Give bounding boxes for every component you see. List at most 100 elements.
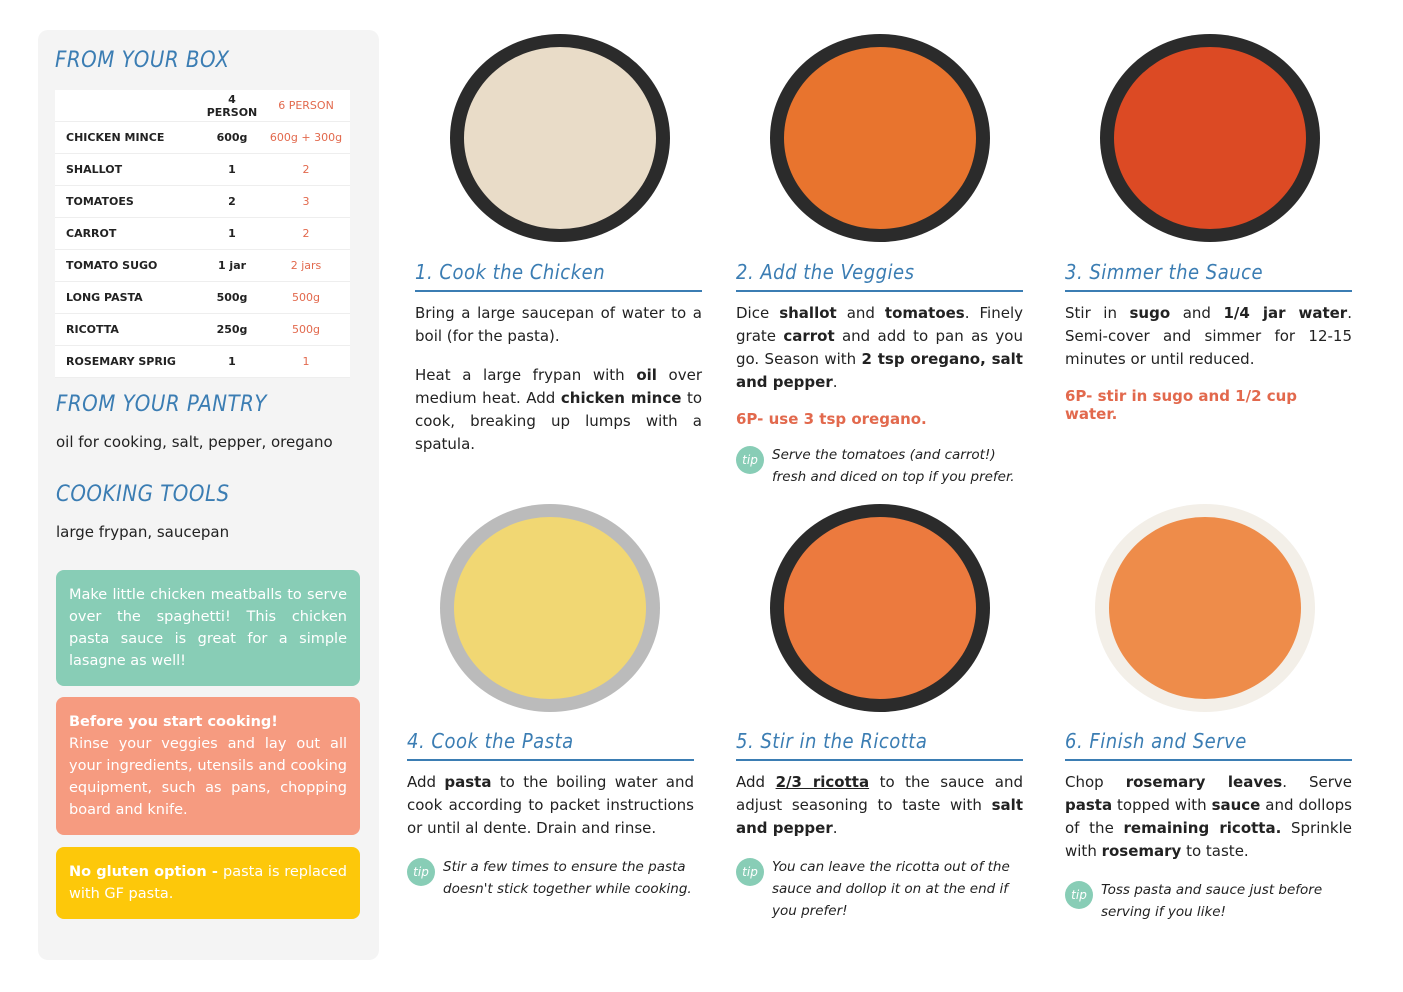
table-row: ROSEMARY SPRIG 1 1 [55, 345, 350, 378]
table-cell: 1 [202, 153, 262, 186]
table-row: TOMATO SUGO 1 jar 2 jars [55, 249, 350, 282]
table-cell: 500g [262, 313, 350, 346]
text-run: oil [636, 366, 657, 384]
table-row: SHALLOT 1 2 [55, 153, 350, 186]
table-row: LONG PASTA 500g 500g [55, 281, 350, 314]
sidebar: FROM YOUR BOX 4 PERSON 6 PERSON CHICKEN MI… [38, 30, 379, 960]
section-title: FROM YOUR BOX [55, 48, 230, 73]
tip-badge: tip [1065, 881, 1093, 909]
tip: tip Stir a few times to ensure the pasta … [407, 856, 694, 900]
photo [450, 34, 670, 242]
text-run: chicken mince [560, 389, 682, 407]
text-run: and dollops of the [1065, 796, 1352, 837]
text-run: salt and pepper [736, 796, 1023, 837]
text-run: Dice [736, 304, 780, 322]
table-header: 4 PERSON 6 PERSON [55, 90, 350, 122]
text-run: and [836, 304, 885, 322]
step-text: Heat a large frypan with oil over medium… [415, 364, 702, 456]
tip-text: Stir a few times to ensure the pasta doe… [443, 859, 692, 897]
table-cell: 2 [262, 217, 350, 250]
tip-badge: tip [736, 858, 764, 886]
table-cell: 250g [202, 313, 262, 346]
photo [440, 504, 660, 712]
table-cell: ROSEMARY SPRIG [55, 345, 202, 378]
text-run: to cook, breaking up lumps with a spatul… [415, 389, 702, 453]
pantry-text: oil for cooking, salt, pepper, oregano [56, 433, 333, 451]
note-text: Make little chicken meatballs to serve o… [69, 587, 347, 669]
step-text: Add 2/3 ricotta to the sauce and adjust … [736, 771, 1023, 840]
table-cell: LONG PASTA [55, 281, 202, 314]
step-title: 4. Cook the Pasta [407, 729, 694, 761]
text-run: Sprinkle with [1065, 819, 1352, 860]
text-run: pasta [1065, 796, 1113, 814]
table-cell: 1 [202, 345, 262, 378]
table-cell: 1 [202, 217, 262, 250]
table-cell: 600g [202, 121, 262, 154]
text-run: shallot [779, 304, 837, 322]
six-person-note: 6P- use 3 tsp oregano. [736, 410, 927, 428]
step: 4. Cook the Pasta Add pasta to the boilin… [407, 729, 694, 900]
table-cell: TOMATO SUGO [55, 249, 202, 282]
text-run: to the sauce and adjust seasoning to tas… [736, 773, 1023, 814]
tip-box: Before you start cooking! Rinse your vegg… [56, 697, 360, 835]
text-run: topped with [1112, 796, 1212, 814]
tip: tip Toss pasta and sauce just before serv… [1065, 879, 1352, 923]
text-run: sugo [1129, 304, 1171, 322]
photo-food [454, 517, 646, 699]
table-row: RICOTTA 250g 500g [55, 313, 350, 346]
tip-text: Serve the tomatoes (and carrot!) fresh a… [772, 447, 1015, 485]
table-cell: 600g + 300g [262, 121, 350, 154]
text-run: . [832, 373, 838, 391]
table-row: CHICKEN MINCE 600g 600g + 300g [55, 121, 350, 154]
tip: tip You can leave the ricotta out of the … [736, 856, 1023, 922]
photo-food [1109, 517, 1301, 699]
step-text: Bring a large saucepan of water to a boi… [415, 302, 702, 348]
step: 5. Stir in the Ricotta Add 2/3 ricotta to… [736, 729, 1023, 922]
text-run: rosemary [1101, 842, 1182, 860]
photo [770, 34, 990, 242]
tip-badge: tip [407, 858, 435, 886]
text-run: Bring a large saucepan of water to a boi… [415, 304, 702, 345]
text-run: pasta [444, 773, 492, 791]
step-text: Add pasta to the boiling water and cook … [407, 771, 694, 840]
tools-text: large frypan, saucepan [56, 523, 230, 541]
header-cell: 4 PERSON [202, 90, 262, 122]
step-title: 5. Stir in the Ricotta [736, 729, 1023, 761]
tip: tip Serve the tomatoes (and carrot!) fres… [736, 444, 1023, 488]
step-title: 6. Finish and Serve [1065, 729, 1352, 761]
header-cell: 6 PERSON [262, 90, 350, 122]
step-title: 1. Cook the Chicken [415, 260, 702, 292]
table-cell: RICOTTA [55, 313, 202, 346]
table-cell: TOMATOES [55, 185, 202, 218]
text-run: carrot [783, 327, 835, 345]
table-cell: CHICKEN MINCE [55, 121, 202, 154]
text-run: to taste. [1181, 842, 1249, 860]
text-run: . [832, 819, 838, 837]
note-text: Rinse your veggies and lay out all your … [69, 736, 347, 818]
section-title: FROM YOUR PANTRY [56, 392, 267, 417]
text-run: tomatoes [884, 304, 965, 322]
table-cell: 1 [262, 345, 350, 378]
text-run: over medium heat. Add [415, 366, 703, 407]
text-run: Heat a large frypan with [415, 366, 637, 384]
step: 2. Add the Veggies Dice shallot and tomat… [736, 260, 1023, 488]
table-cell: 2 jars [262, 249, 350, 282]
photo-food [464, 47, 656, 229]
photo-food [1114, 47, 1306, 229]
table-cell: 500g [202, 281, 262, 314]
text-run: remaining ricotta. [1123, 819, 1282, 837]
step-text: Chop rosemary leaves. Serve pasta topped… [1065, 771, 1352, 863]
text-run: . Semi-cover and simmer for 12-15 minute… [1065, 304, 1352, 368]
step: 6. Finish and Serve Chop rosemary leaves.… [1065, 729, 1352, 923]
tip-text: Toss pasta and sauce just before serving… [1101, 882, 1323, 920]
text-run: and add to pan as you go. Season with [736, 327, 1023, 368]
table-row: TOMATOES 2 3 [55, 185, 350, 218]
text-run: Add [736, 773, 776, 791]
table-cell: SHALLOT [55, 153, 202, 186]
table-row: CARROT 1 2 [55, 217, 350, 250]
note-heading: Before you start cooking! [69, 714, 278, 730]
text-run: Stir in [1065, 304, 1130, 322]
tip-box: Make little chicken meatballs to serve o… [56, 570, 360, 686]
photo-food [784, 47, 976, 229]
